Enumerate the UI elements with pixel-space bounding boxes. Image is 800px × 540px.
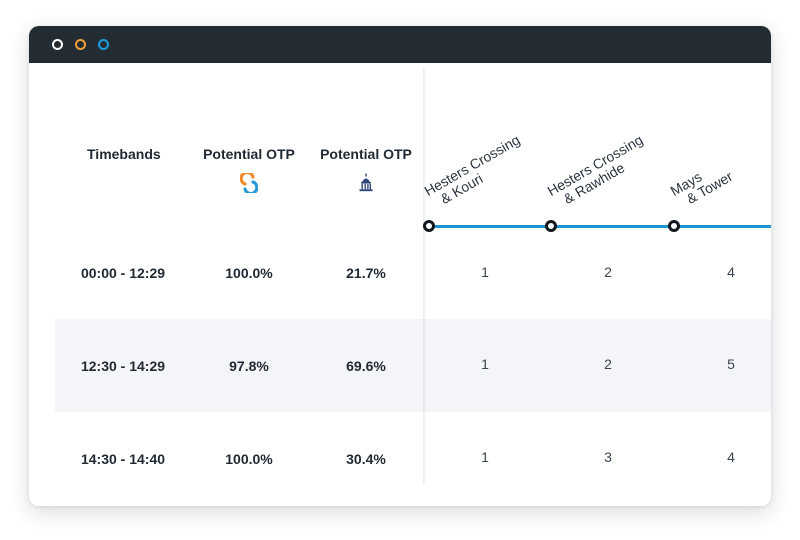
close-window-button[interactable] — [52, 39, 63, 50]
row-band-striped — [55, 319, 771, 412]
otp-table-view: Timebands Potential OTP Potential OTP 00… — [29, 63, 771, 506]
count-cell: 4 — [727, 449, 735, 465]
route-line — [429, 225, 771, 228]
swiftly-logo-icon — [240, 173, 258, 193]
count-cell: 2 — [604, 356, 612, 372]
stop-marker-hesters-rawhide[interactable] — [545, 220, 557, 232]
otp2-cell: 21.7% — [346, 265, 386, 281]
stop-label-hesters-kouri: Hesters Crossing & Kouri — [422, 131, 530, 212]
otp1-cell: 100.0% — [225, 265, 273, 281]
otp1-cell: 100.0% — [225, 451, 273, 467]
minimize-window-button[interactable] — [75, 39, 86, 50]
count-cell: 3 — [604, 449, 612, 465]
header-potential-otp-2: Potential OTP — [320, 146, 412, 162]
count-cell: 1 — [481, 356, 489, 372]
count-cell: 2 — [604, 264, 612, 280]
count-cell: 1 — [481, 449, 489, 465]
header-potential-otp-1: Potential OTP — [203, 146, 295, 162]
stop-label-mays-tower: Mays & Tower — [668, 156, 736, 212]
count-cell: 1 — [481, 264, 489, 280]
otp1-cell: 97.8% — [229, 358, 269, 374]
app-window: Timebands Potential OTP Potential OTP 00… — [29, 26, 771, 506]
count-cell: 4 — [727, 264, 735, 280]
header-timebands: Timebands — [87, 146, 161, 162]
timebands-panel: Timebands Potential OTP Potential OTP 00… — [29, 63, 425, 483]
otp2-cell: 69.6% — [346, 358, 386, 374]
panel-divider — [423, 67, 426, 485]
stop-marker-hesters-kouri[interactable] — [423, 220, 435, 232]
stop-label-hesters-rawhide: Hesters Crossing & Rawhide — [545, 131, 653, 212]
count-cell: 5 — [727, 356, 735, 372]
maximize-window-button[interactable] — [98, 39, 109, 50]
timeband-cell: 00:00 - 12:29 — [80, 265, 166, 281]
timeband-cell: 14:30 - 14:40 — [80, 451, 166, 467]
otp2-cell: 30.4% — [346, 451, 386, 467]
timeband-cell: 12:30 - 14:29 — [80, 358, 166, 374]
title-bar — [29, 26, 771, 63]
stop-marker-mays-tower[interactable] — [668, 220, 680, 232]
capitol-building-icon — [359, 173, 373, 192]
